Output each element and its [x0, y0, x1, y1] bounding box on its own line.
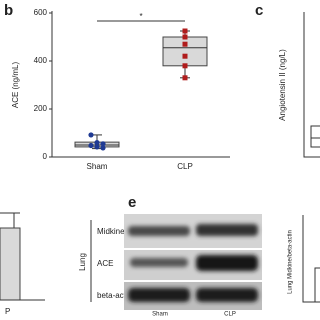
panel-label: b [4, 2, 13, 19]
y-tick-label: 0 [43, 152, 48, 161]
row-label: Midkine [97, 227, 125, 236]
panel-label: c [255, 2, 263, 19]
error-bar [0, 212, 20, 229]
box [162, 36, 208, 67]
axis [51, 11, 230, 158]
y-axis-label: ACE (ng/mL) [11, 62, 20, 109]
data-point [182, 41, 188, 47]
data-point [88, 142, 94, 149]
axis [302, 215, 320, 303]
annotation: * [139, 12, 142, 21]
box [310, 125, 320, 148]
y-axis-label: Lung Midkine/beta-actin [288, 230, 294, 294]
data-point [100, 145, 106, 151]
data-point [88, 132, 94, 138]
x-tick-label: CLP [177, 162, 193, 171]
data-point [182, 53, 188, 59]
data-point [94, 144, 100, 150]
row-label: beta-actin [97, 291, 132, 300]
y-tick-label: 400 [34, 56, 48, 65]
column-label: CLP [224, 312, 236, 318]
data-point [182, 63, 188, 69]
blot [124, 214, 262, 310]
y-tick-label: 600 [34, 8, 48, 17]
bar [0, 227, 21, 301]
data-point [94, 140, 100, 146]
data-point [100, 141, 106, 147]
panel-label: e [128, 194, 136, 211]
axis [303, 12, 320, 158]
x-tick-label: P [5, 307, 10, 316]
column-label: Sham [152, 312, 168, 318]
data-point [182, 34, 188, 40]
row-label: ACE [97, 259, 113, 268]
bar [314, 267, 320, 303]
y-tick-label: 200 [34, 104, 48, 113]
tissue-label: Lung [78, 253, 87, 271]
data-point [182, 75, 188, 81]
x-tick-label: Sham [87, 162, 108, 171]
y-axis-label: Angiotensin II (ng/L) [278, 49, 287, 121]
data-point [182, 28, 188, 34]
